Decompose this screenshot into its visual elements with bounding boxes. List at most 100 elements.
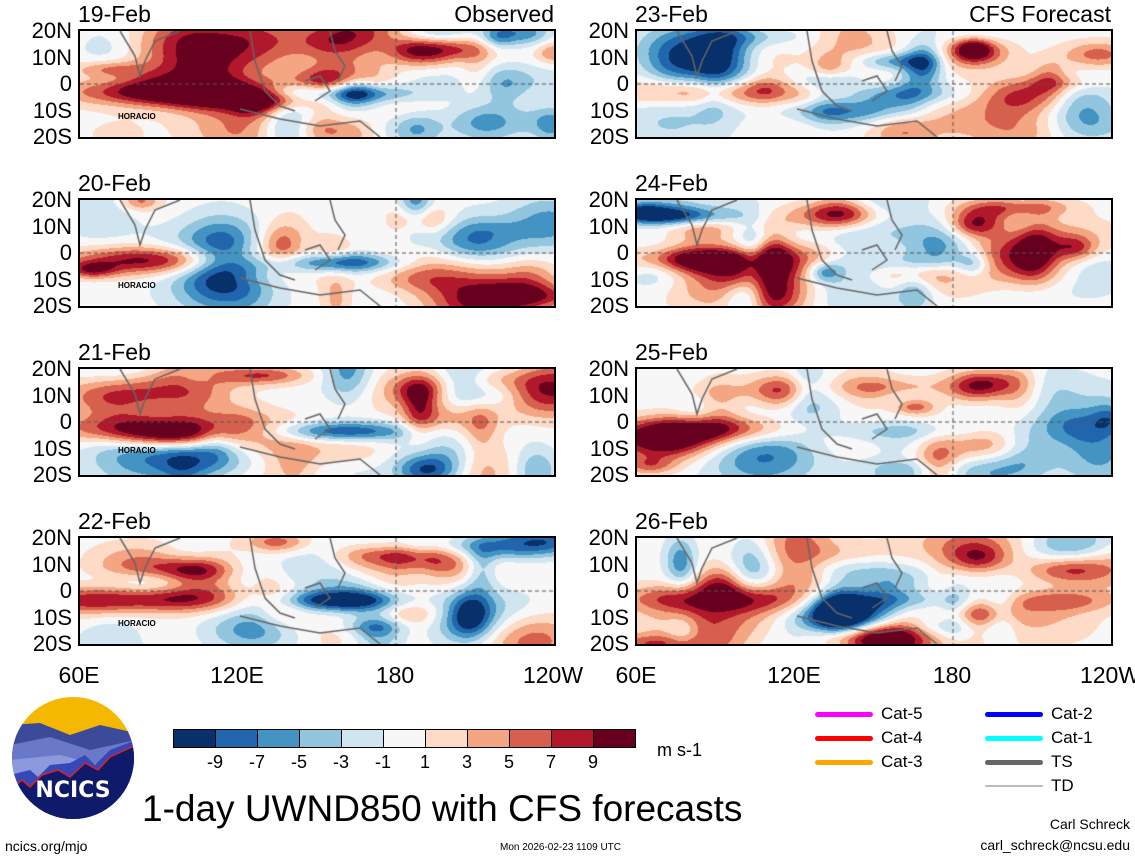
lat-label: 20N <box>31 18 72 43</box>
wind-anomaly-field <box>80 31 554 137</box>
lat-label: 0 <box>59 578 72 603</box>
colorbar-tick: -3 <box>332 752 350 772</box>
lat-label: 10S <box>32 266 72 292</box>
lat-label: 20S <box>32 293 72 318</box>
lat-label: 0 <box>616 409 629 434</box>
lat-label: 20N <box>588 525 629 550</box>
storm-track-line <box>985 735 1043 741</box>
legend-label: Cat-2 <box>1051 704 1093 723</box>
legend-label: Cat-5 <box>881 704 923 723</box>
map-panel-right-2 <box>635 198 1113 308</box>
storm-label: HORACIO <box>118 619 156 628</box>
colorbar-tick: 1 <box>419 752 431 772</box>
lon-label: 60E <box>615 662 657 688</box>
panel-label: Observed <box>454 1 554 27</box>
author: Carl Schreck <box>1049 816 1130 832</box>
lat-label: 20S <box>32 631 72 656</box>
colorbar-swatch <box>216 730 258 747</box>
lat-label: 20N <box>588 356 629 381</box>
wind-anomaly-field <box>80 538 554 644</box>
legend-item-cat-5: Cat-5 <box>815 704 923 724</box>
map-panel-left-2 <box>78 198 556 308</box>
colorbar-swatch <box>258 730 300 747</box>
lon-label: 180 <box>375 662 415 688</box>
email[interactable]: carl_schreck@ncsu.edu <box>980 837 1130 853</box>
legend-item-cat-2: Cat-2 <box>985 704 1093 724</box>
legend-label: Cat-4 <box>881 728 923 747</box>
lat-label: 0 <box>616 578 629 603</box>
storm-label: HORACIO <box>118 281 156 290</box>
colorbar-tick: -9 <box>206 752 224 772</box>
source-url[interactable]: ncics.org/mjo <box>5 838 88 854</box>
units-label: m s-1 <box>657 740 702 760</box>
wind-anomaly-field <box>637 200 1111 306</box>
lat-label: 10N <box>588 551 629 577</box>
lat-label: 20N <box>31 525 72 550</box>
legend-item-ts: TS <box>985 752 1073 772</box>
lat-label: 0 <box>616 240 629 265</box>
lat-label: 20N <box>588 187 629 212</box>
lat-label: 10N <box>31 44 72 70</box>
lat-label: 20S <box>32 124 72 149</box>
colorbar-swatch <box>342 730 384 747</box>
colorbar-swatch <box>426 730 468 747</box>
wind-anomaly-field <box>80 369 554 475</box>
lat-label: 10N <box>31 382 72 408</box>
colorbar-tick: 7 <box>545 752 557 772</box>
map-panel-right-1 <box>635 29 1113 139</box>
lat-label: 20N <box>31 356 72 381</box>
lat-label: 0 <box>59 71 72 96</box>
colorbar-tick: 3 <box>461 752 473 772</box>
colorbar-tick: -1 <box>374 752 392 772</box>
wind-anomaly-field <box>637 31 1111 137</box>
lat-label: 10N <box>31 213 72 239</box>
ncics-logo: NCICS <box>12 697 134 819</box>
lat-label: 20S <box>589 631 629 656</box>
lat-label: 10S <box>32 97 72 123</box>
map-panel-left-3 <box>78 367 556 477</box>
timestamp: Mon 2026-02-23 1109 UTC <box>500 842 621 853</box>
lon-label: 60E <box>58 662 100 688</box>
lat-label: 10S <box>589 97 629 123</box>
colorbar-tick: 9 <box>587 752 599 772</box>
colorbar-swatch <box>510 730 552 747</box>
storm-track-line <box>815 711 873 717</box>
storm-label: HORACIO <box>118 112 156 121</box>
lat-label: 10S <box>589 604 629 630</box>
lat-label: 20N <box>31 187 72 212</box>
colorbar-swatch <box>174 730 216 747</box>
lat-label: 10S <box>589 266 629 292</box>
legend-label: TS <box>1051 752 1073 771</box>
lat-label: 10N <box>588 44 629 70</box>
colorbar-tick: -5 <box>290 752 308 772</box>
panel-date: 22-Feb <box>78 508 151 534</box>
panel-date: 21-Feb <box>78 339 151 365</box>
colorbar-tick: -7 <box>248 752 266 772</box>
lat-label: 10S <box>32 604 72 630</box>
lon-label: 120E <box>210 662 264 688</box>
lat-label: 20N <box>588 18 629 43</box>
wind-anomaly-field <box>80 200 554 306</box>
legend-label: TD <box>1051 776 1074 795</box>
colorbar-swatch <box>594 730 635 747</box>
map-panel-left-4 <box>78 536 556 646</box>
map-panel-right-3 <box>635 367 1113 477</box>
figure-title: 1-day UWND850 with CFS forecasts <box>142 788 743 829</box>
colorbar-tick: 5 <box>503 752 515 772</box>
lat-label: 0 <box>616 71 629 96</box>
legend-label: Cat-3 <box>881 752 923 771</box>
lat-label: 10N <box>588 213 629 239</box>
colorbar-swatch <box>468 730 510 747</box>
lon-label: 180 <box>932 662 972 688</box>
map-panel-right-4 <box>635 536 1113 646</box>
storm-label: HORACIO <box>118 446 156 455</box>
panel-date: 19-Feb <box>78 1 151 27</box>
legend-item-td: TD <box>985 776 1074 796</box>
lat-label: 20S <box>589 124 629 149</box>
lat-label: 20S <box>589 462 629 487</box>
wind-anomaly-field <box>637 538 1111 644</box>
colorbar-swatch <box>552 730 594 747</box>
legend-label: Cat-1 <box>1051 728 1093 747</box>
svg-text:NCICS: NCICS <box>35 778 110 803</box>
